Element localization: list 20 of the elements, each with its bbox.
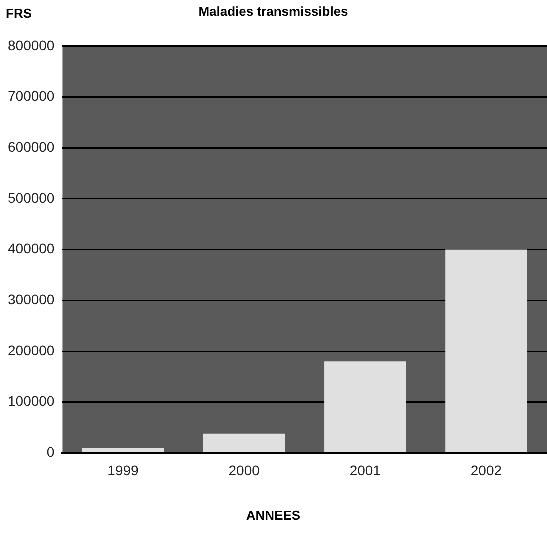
y-tick-label: 700000 bbox=[8, 88, 55, 104]
bar bbox=[324, 362, 406, 452]
y-axis-title: FRS bbox=[6, 6, 32, 21]
y-tick-label: 500000 bbox=[8, 190, 55, 206]
y-tick-label: 200000 bbox=[8, 342, 55, 358]
bar bbox=[203, 434, 286, 452]
x-axis-title: ANNEES bbox=[245, 508, 302, 523]
y-tick-label: 600000 bbox=[8, 138, 55, 155]
x-tick-label: 2000 bbox=[228, 462, 260, 478]
y-tick-label: 300000 bbox=[8, 292, 55, 308]
y-tick-label: 400000 bbox=[8, 240, 55, 257]
y-tick-label: 800000 bbox=[8, 37, 55, 54]
bar bbox=[82, 448, 164, 452]
bar bbox=[446, 250, 528, 452]
y-tick-label: 100000 bbox=[8, 393, 55, 410]
x-tick-label: 2001 bbox=[350, 462, 382, 478]
chart-title: Maladies transmissibles bbox=[198, 4, 348, 19]
x-tick-label: 1999 bbox=[108, 462, 140, 478]
x-tick-label: 2002 bbox=[470, 462, 502, 478]
y-tick-label: 0 bbox=[46, 444, 55, 460]
